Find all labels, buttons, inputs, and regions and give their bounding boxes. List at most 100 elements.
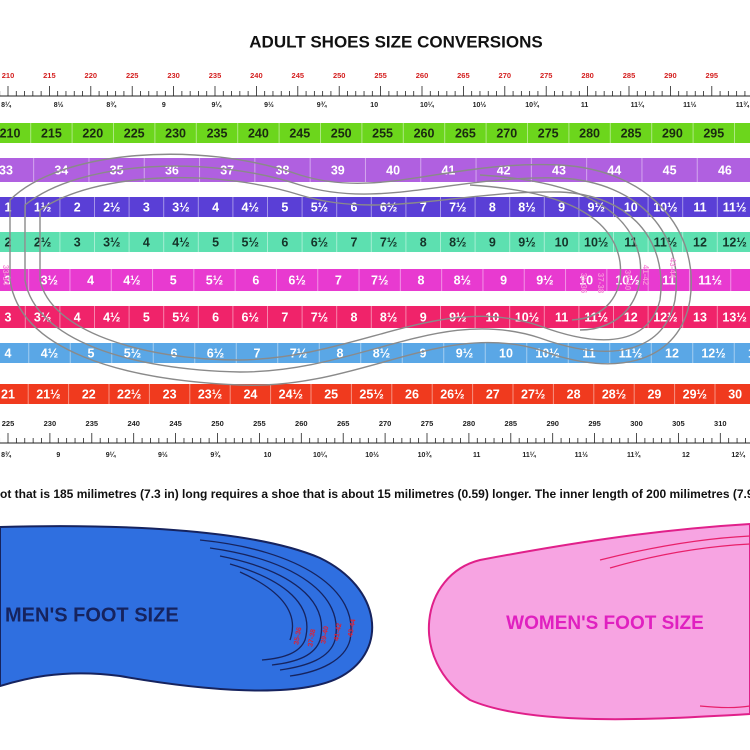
band-label: 11 <box>582 346 595 360</box>
ruler-mm-label: 265 <box>337 419 350 428</box>
band-label: 3 <box>5 310 12 324</box>
band-label: 210 <box>0 126 20 140</box>
band-label: 27½ <box>521 387 545 401</box>
outline-size-label: 43-44 <box>668 258 677 279</box>
band-label: 25½ <box>359 387 383 401</box>
band-label: 235 <box>207 126 228 140</box>
ruler-mm-label: 275 <box>540 71 553 80</box>
band-label: 38 <box>276 163 290 177</box>
band-label: 4½ <box>103 310 120 324</box>
band-label: 28 <box>567 387 581 401</box>
band-label: 21½ <box>36 387 60 401</box>
band-label: 5½ <box>206 273 223 287</box>
band-label: 23½ <box>198 387 222 401</box>
band-label: 225 <box>124 126 145 140</box>
band-label: 39 <box>331 163 345 177</box>
band-label: 10 <box>555 235 569 249</box>
band-label: 3 <box>5 273 12 287</box>
band-label: 11½ <box>698 273 722 287</box>
band-label: 2 <box>74 200 81 214</box>
ruler-inch-label: 9¼ <box>106 451 117 459</box>
ruler-inch-label: 11½ <box>683 101 696 109</box>
band-label: 12 <box>624 310 638 324</box>
band-label: 215 <box>41 126 62 140</box>
men-size-label: 37-38 <box>307 629 317 648</box>
band-label: 9 <box>420 310 427 324</box>
band-label: 9 <box>420 346 427 360</box>
band-label: 8 <box>337 346 344 360</box>
ruler-mm-label: 285 <box>505 419 518 428</box>
band-label: 5½ <box>311 200 328 214</box>
ruler-mm-label: 270 <box>379 419 392 428</box>
ruler-mm-label: 295 <box>588 419 601 428</box>
ruler-inch-label: 10¾ <box>418 451 433 459</box>
ruler-mm-label: 240 <box>250 71 263 80</box>
band: 21 21½ 22 22½ 23 23½ 24 24½ 25 25½ 26 26½ 27 27½ 28 28½… <box>0 384 750 404</box>
band: 2 2½ 3 3½ 4 4½ 5 5½ 6 6½ 7 7½ 8 8½ 9 9½ 10 10½ 11 11½ 12 12½ <box>0 232 750 252</box>
band-label: 12½ <box>701 346 725 360</box>
ruler-mm-label: 225 <box>126 71 139 80</box>
band-label: 11½ <box>723 200 747 214</box>
band-label: 270 <box>496 126 517 140</box>
band-label: 9 <box>500 273 507 287</box>
ruler-mm-label: 210 <box>2 71 15 80</box>
ruler-mm-label: 235 <box>209 71 222 80</box>
ruler-mm-label: 225 <box>2 419 15 428</box>
ruler: 225 230 235 240 245 250 255 260 265 270 275 280 285 2… <box>0 419 750 459</box>
ruler-inch-label: 8¼ <box>1 101 12 109</box>
ruler-mm-label: 250 <box>333 71 346 80</box>
band-label: 8 <box>489 200 496 214</box>
ruler-inch-label: 8¾ <box>1 451 12 459</box>
band-label: 10 <box>499 346 513 360</box>
ruler-mm-label: 280 <box>581 71 594 80</box>
band: 3 3½ 4 4½ 5 5½ 6 6½ 7 7½ 8 8½ 9 9½ 10 10½ 11 11½ <box>0 269 750 291</box>
band-label: 3 <box>74 235 81 249</box>
band-label: 4 <box>87 273 94 287</box>
band-bar <box>0 306 750 328</box>
band-label: 10 <box>624 200 638 214</box>
ruler-inch-label: 9¾ <box>210 451 221 459</box>
ruler-mm-label: 245 <box>169 419 182 428</box>
band-label: 7½ <box>371 273 388 287</box>
men-foot-shape <box>0 525 374 692</box>
band-label: 3½ <box>103 235 120 249</box>
band-label: 23 <box>163 387 177 401</box>
band-label: 25 <box>324 387 338 401</box>
ruler-inch-label: 9½ <box>158 451 168 459</box>
band-label: 275 <box>538 126 559 140</box>
outline-size-label: 39-40 <box>623 270 632 291</box>
band-label: 7 <box>281 310 288 324</box>
band-label: 5½ <box>172 310 189 324</box>
band-label: 230 <box>165 126 186 140</box>
band-label: 40 <box>386 163 400 177</box>
outline-size-label: 35-36 <box>579 273 588 294</box>
band-label: 6½ <box>380 200 397 214</box>
band-label: 11 <box>624 235 637 249</box>
ruler-mm-label: 255 <box>253 419 266 428</box>
band-bar <box>0 158 750 182</box>
band-label: 8½ <box>449 235 466 249</box>
band-label: 9½ <box>518 235 535 249</box>
ruler-mm-label: 220 <box>85 71 98 80</box>
ruler-mm-label: 230 <box>44 419 57 428</box>
outline-size-label: 41-42 <box>641 265 650 286</box>
ruler-mm-label: 260 <box>416 71 429 80</box>
band-label: 12½ <box>653 310 677 324</box>
band-label: 8 <box>418 273 425 287</box>
band-label: 4½ <box>172 235 189 249</box>
ruler-mm-label: 300 <box>630 419 643 428</box>
ruler-inch-label: 9 <box>56 452 60 459</box>
band-label: 1½ <box>34 200 51 214</box>
band-label: 9½ <box>456 346 473 360</box>
ruler-mm-label: 290 <box>546 419 559 428</box>
ruler-inch-label: 10½ <box>365 451 379 459</box>
ruler-inch-label: 11¼ <box>522 451 536 459</box>
band-label: 260 <box>414 126 435 140</box>
ruler-inch-label: 9¼ <box>212 101 223 109</box>
ruler-mm-label: 250 <box>211 419 224 428</box>
men-size-label: 39-40 <box>320 626 330 645</box>
ruler-inch-label: 11 <box>581 102 589 109</box>
band-label: 4 <box>143 235 150 249</box>
women-foot-label: WOMEN'S FOOT SIZE <box>506 613 704 634</box>
